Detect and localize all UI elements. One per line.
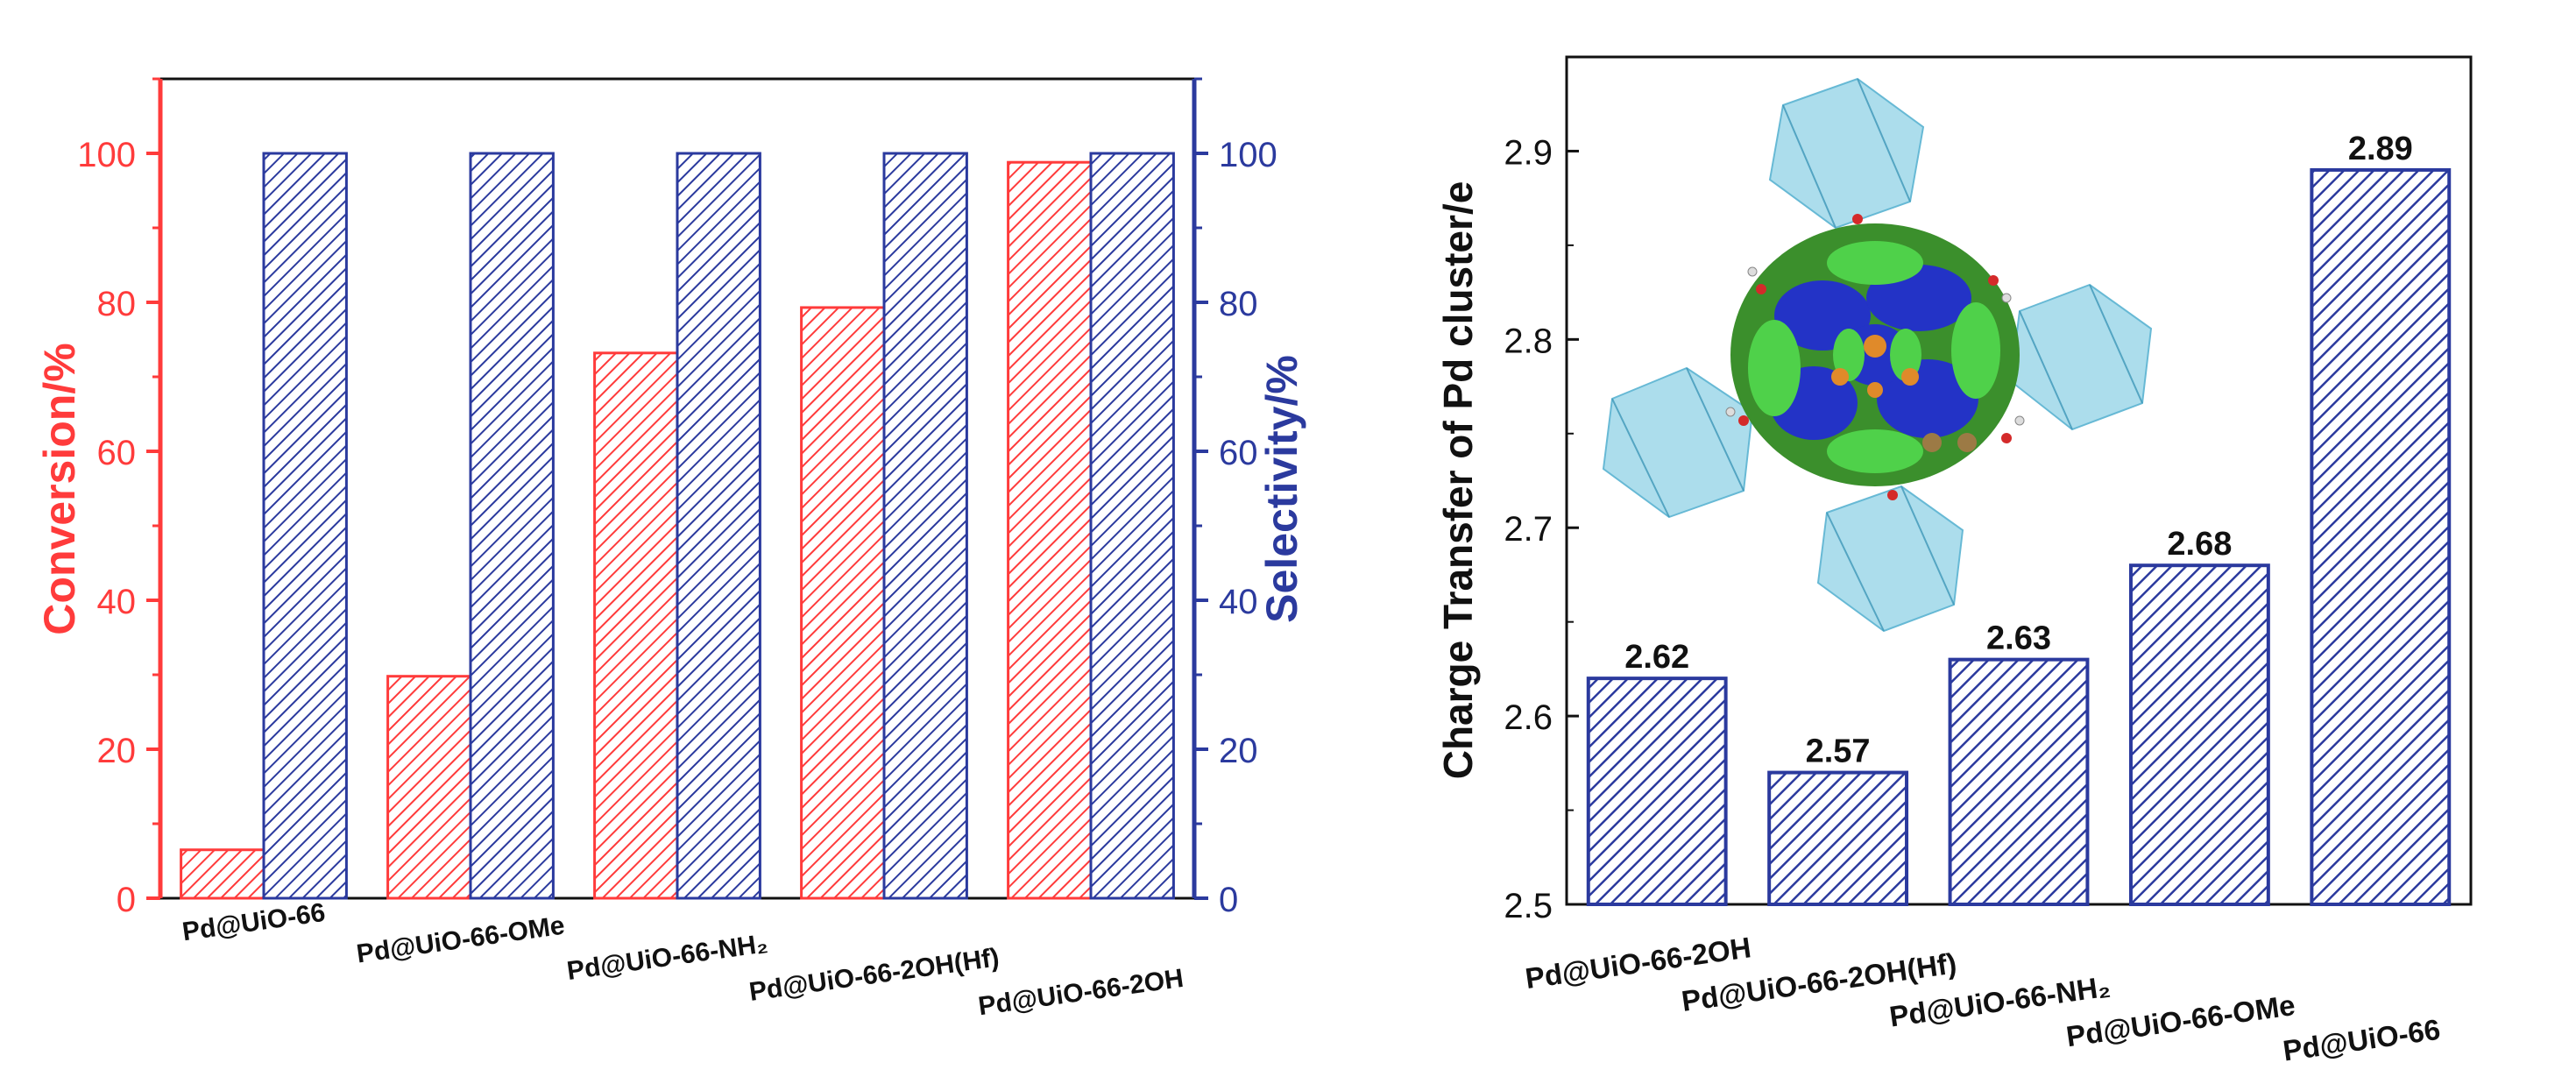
left-x-labels: Pd@UiO-66 Pd@UiO-66-OMePd@UiO-66-NH₂Pd@Ui… [180,898,1185,1022]
right-ytick-label: 40 [1219,583,1258,621]
charge-bar [1948,657,2090,907]
selectivity-bar [1089,152,1175,900]
right-ytick-label: 100 [1219,136,1277,174]
selectivity-axis-label: Selectivity/% [1257,355,1306,623]
left-ytick-label: 40 [97,583,137,621]
conversion-bar [386,675,472,900]
charge-value-label: 2.63 [1986,620,2051,657]
charge-bars: 2.62 2.57 2.63 2.68 2.89 [1586,131,2452,907]
pd-cluster-structure-illustration [1602,77,2153,633]
left-bars [180,152,1175,900]
right-ytick-label: 20 [1219,732,1258,770]
selectivity-bar [469,152,555,900]
charge-value-label: 2.68 [2167,526,2232,563]
charge-ytick-label: 2.8 [1504,322,1553,360]
charge-bar [2128,563,2270,906]
charge-category-label: Pd@UiO-66 [2281,1013,2442,1067]
left-ytick-label: 80 [97,285,137,323]
charge-bar [2310,167,2452,906]
left-category-label: Pd@UiO-66-OMe [355,911,567,969]
left-category-label: Pd@UiO-66-2OH(Hf) [747,943,1001,1007]
charge-bar [1767,770,1909,906]
left-category-label: Pd@UiO-66 [180,898,327,947]
conversion-bar [1007,160,1093,900]
left-ytick-label: 60 [97,434,137,472]
charge-axis-label: Charge Transfer of Pd cluster/e [1435,181,1481,780]
left-ytick-label: 100 [77,136,136,174]
charge-value-label: 2.62 [1624,639,1689,676]
charge-value-label: 2.57 [1806,733,1871,770]
charge-ytick-label: 2.9 [1504,133,1553,172]
conversion-selectivity-chart: 0 20 40 60 80 100 0 20 40 60 80 100 Pd@UiO-66 Pd@Ui… [35,77,1306,1022]
left-y-ticks: 0 20 40 60 80 100 [77,77,160,919]
selectivity-bar [882,152,968,900]
charge-bar [1586,677,1728,907]
charge-ytick-label: 2.5 [1504,887,1553,925]
conversion-bar [593,351,679,900]
charge-x-labels: Pd@UiO-66-2OHPd@UiO-66-2OH(Hf)Pd@UiO-66-… [1524,931,2443,1066]
selectivity-bar [676,152,761,900]
left-ytick-label: 20 [97,732,137,770]
charge-ytick-label: 2.7 [1504,510,1553,549]
right-ytick-label: 60 [1219,434,1258,472]
left-ytick-label: 0 [117,881,136,919]
selectivity-bar [262,152,348,900]
charge-ytick-label: 2.6 [1504,698,1553,737]
left-category-label: Pd@UiO-66-NH₂ [565,929,769,986]
left-category-label: Pd@UiO-66-2OH [977,964,1185,1022]
charge-y-ticks: 2.5 2.6 2.7 2.8 2.9 [1504,56,1579,925]
conversion-axis-label: Conversion/% [35,343,84,634]
right-y-ticks: 0 20 40 60 80 100 [1194,77,1277,919]
conversion-bar [180,848,265,900]
conversion-bar [800,306,886,900]
right-ytick-label: 80 [1219,285,1258,323]
right-ytick-label: 0 [1219,881,1238,919]
charge-transfer-chart: 2.5 2.6 2.7 2.8 2.9 [1435,55,2473,1067]
charge-value-label: 2.89 [2348,131,2413,167]
